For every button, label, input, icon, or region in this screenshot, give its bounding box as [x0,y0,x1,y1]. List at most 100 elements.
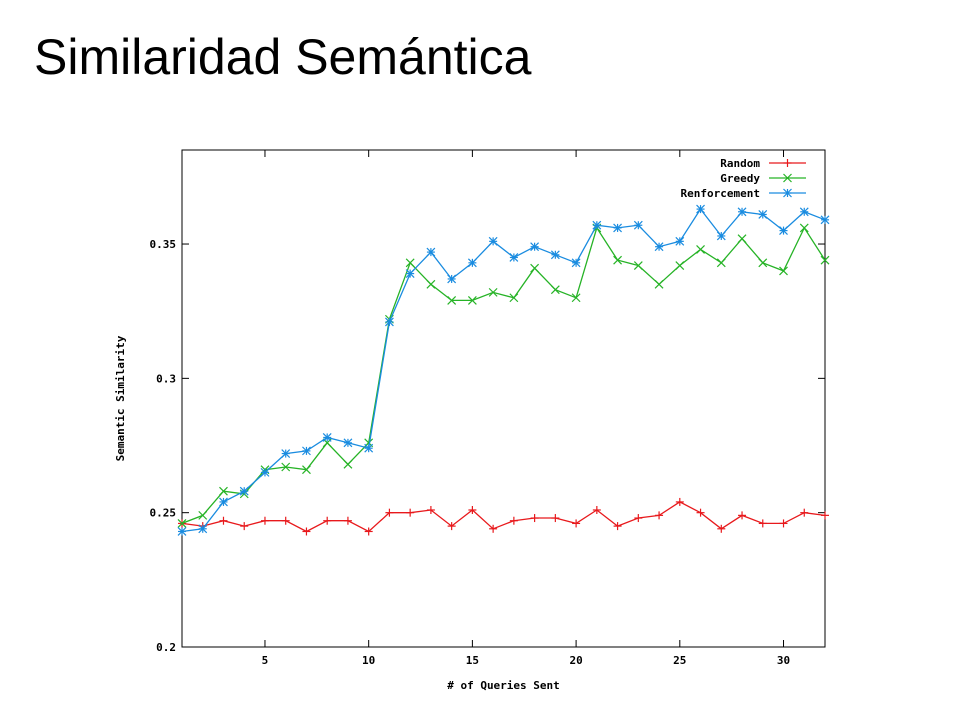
data-point-greedy [613,255,623,265]
x-tick-label: 25 [673,654,686,667]
data-point-greedy [799,223,809,233]
data-point-greedy [426,279,436,289]
data-point-random [281,516,290,525]
data-point-renforcement [447,274,457,284]
data-point-renforcement [219,497,228,507]
y-tick-label: 0.25 [150,507,177,520]
series-renforcement [177,204,830,536]
data-point-renforcement [405,269,415,279]
data-point-random [551,514,560,523]
data-point-random [572,519,581,528]
data-point-renforcement [779,226,788,236]
series-greedy [177,223,830,528]
plot-area [181,149,826,648]
legend-marker-renforcement [783,188,792,198]
data-point-random [696,508,705,517]
y-axis-label: Semantic Similarity [114,335,127,461]
series-line-renforcement [181,207,826,533]
legend-marker-greedy [783,173,792,183]
data-point-random [385,508,394,517]
legend-label-greedy: Greedy [720,172,760,185]
data-point-renforcement [364,443,374,453]
data-point-greedy [343,459,353,469]
data-point-renforcement [426,247,436,257]
data-point-random [509,516,518,525]
data-point-renforcement [758,210,768,219]
series-line-random [181,501,826,533]
x-tick-label: 30 [777,654,790,667]
data-point-random [821,511,829,520]
data-point-greedy [696,244,705,254]
y-tick-label: 0.3 [156,372,176,385]
data-point-greedy [530,263,540,273]
data-point-random [364,527,373,536]
legend-marker-random [783,159,792,167]
x-tick-label: 20 [569,654,582,667]
data-point-greedy [654,279,664,289]
data-point-random [489,524,498,533]
x-tick-label: 15 [466,654,479,667]
data-point-random [592,505,601,514]
data-point-random [426,505,435,514]
data-point-renforcement [281,449,291,458]
data-point-renforcement [550,250,560,260]
data-point-renforcement [343,438,353,448]
data-point-random [343,516,352,525]
data-point-renforcement [799,207,809,217]
data-point-random [613,522,622,531]
data-point-renforcement [509,253,519,262]
data-point-renforcement [322,433,332,442]
data-point-greedy [467,296,477,305]
data-point-greedy [758,258,768,268]
data-point-renforcement [177,527,187,536]
data-point-greedy [509,293,519,303]
data-point-random [260,516,269,525]
data-point-renforcement [675,236,685,246]
slide-title: Similaridad Semántica [34,29,532,85]
data-point-renforcement [239,486,249,496]
data-point-renforcement [260,467,270,477]
data-point-greedy [198,510,208,520]
data-point-random [779,519,788,528]
data-point-renforcement [384,317,394,327]
data-point-greedy [571,293,581,303]
data-point-random [468,505,477,514]
data-point-renforcement [633,220,643,230]
data-point-greedy [550,285,560,295]
data-point-greedy [281,462,291,472]
data-point-random [447,522,456,531]
data-point-greedy [737,234,747,244]
x-tick-label: 5 [262,654,269,667]
legend-label-renforcement: Renforcement [681,187,760,200]
y-tick-label: 0.35 [150,238,177,251]
data-point-renforcement [488,236,498,246]
data-point-greedy [675,261,685,270]
y-tick-label: 0.2 [156,641,176,654]
data-point-random [634,514,643,523]
data-point-random [323,516,332,525]
x-tick-label: 10 [362,654,375,667]
legend-label-random: Random [720,157,760,170]
data-point-renforcement [654,242,664,252]
data-point-renforcement [592,220,602,230]
data-point-random [406,508,415,517]
data-point-greedy [820,255,830,265]
data-point-renforcement [737,207,747,217]
data-point-random [240,522,249,531]
data-point-greedy [405,258,415,268]
data-point-renforcement [613,223,623,233]
data-point-renforcement [716,231,726,241]
data-point-random [717,524,726,533]
series-random [178,497,829,536]
data-point-greedy [716,258,726,268]
data-point-renforcement [571,258,581,268]
data-point-greedy [633,261,643,270]
x-axis-label: # of Queries Sent [447,679,560,692]
data-point-random [655,511,664,520]
data-point-random [302,527,311,536]
series-line-greedy [181,226,826,525]
data-point-greedy [177,518,187,528]
data-point-greedy [219,486,228,496]
data-point-random [219,516,228,525]
